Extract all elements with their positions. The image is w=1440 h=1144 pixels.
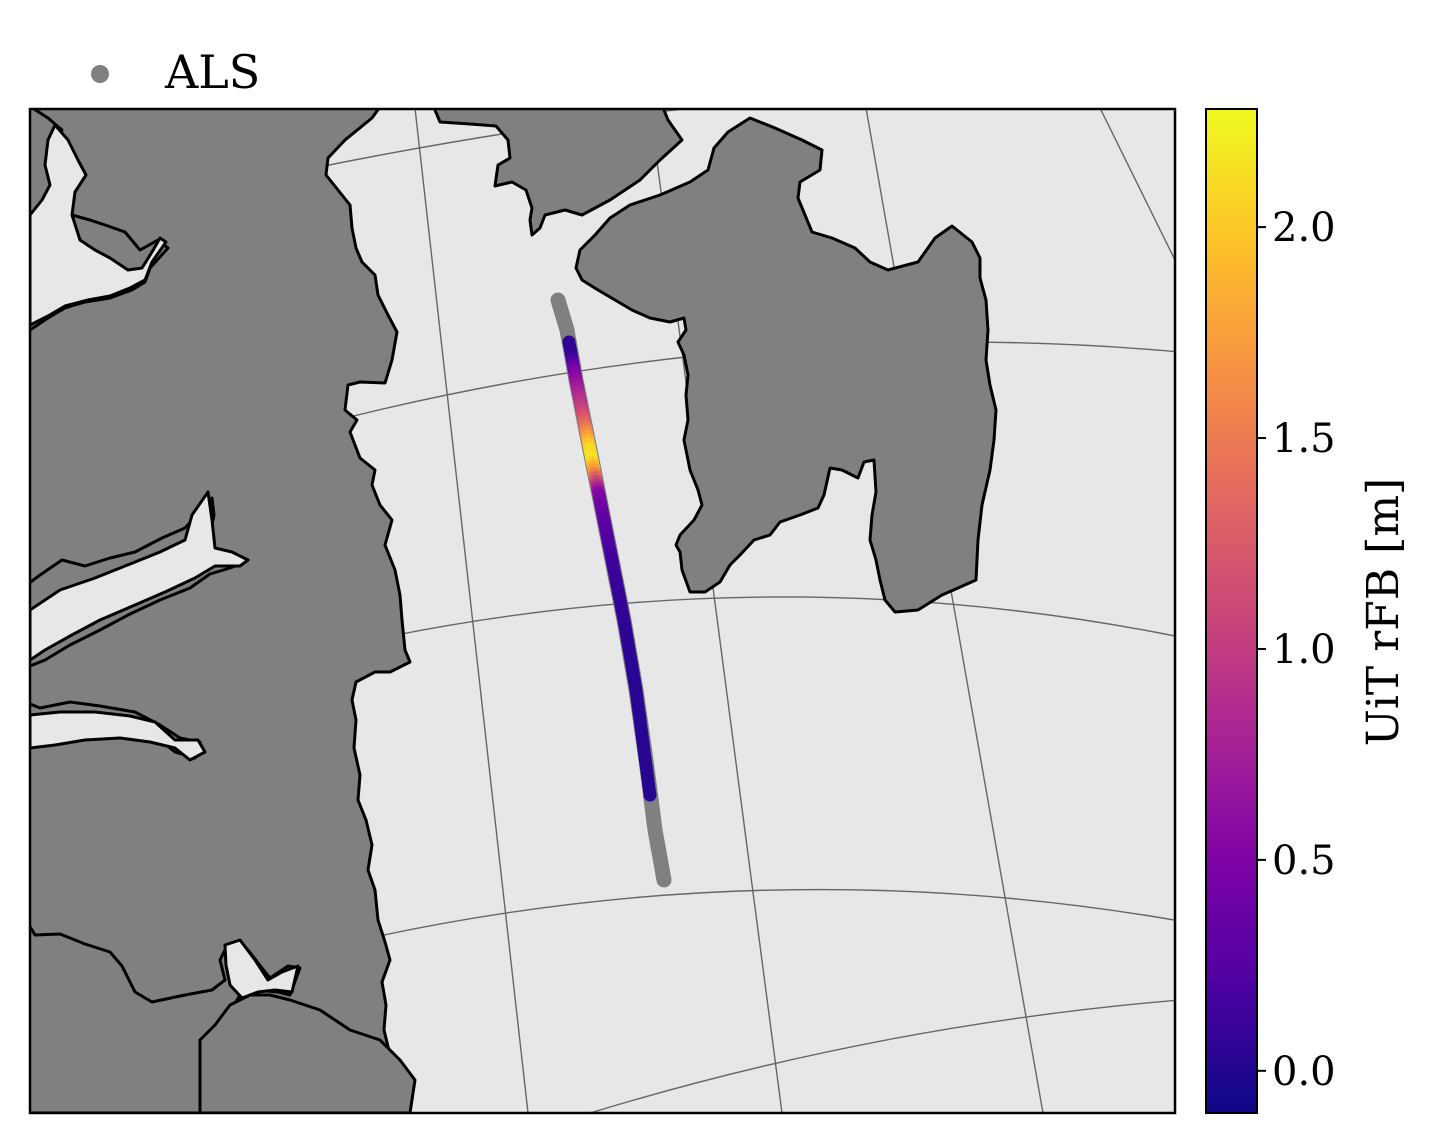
map-panel (28, 107, 1177, 1115)
rfb-points (562, 335, 657, 802)
colorbar-tick-label: 1.0 (1272, 627, 1336, 673)
colorbar-label: UiT rFB [m] (1358, 478, 1409, 746)
colorbar-gradient (1205, 108, 1258, 1114)
colorbar-ticks: 0.0 0.5 1.0 1.5 2.0 (1257, 205, 1336, 1095)
fjords (30, 123, 300, 1000)
gridline-lon (414, 109, 529, 1113)
colorbar-tick-label: 1.5 (1272, 416, 1336, 462)
fjord-north (30, 123, 168, 327)
fjord-low (30, 710, 207, 762)
legend-label-als: ALS (164, 45, 260, 99)
colorbar-tick-label: 2.0 (1272, 205, 1336, 251)
colorbar: 0.0 0.5 1.0 1.5 2.0 UiT rFB [m] (1205, 108, 1409, 1114)
colorbar-tick-label: 0.0 (1272, 1049, 1336, 1095)
land-southwest (198, 993, 417, 1113)
colorbar-tick-label: 0.5 (1272, 838, 1336, 884)
map-frame (28, 107, 1177, 1115)
gridline-lon (1099, 109, 1175, 261)
fjord-mid (30, 490, 250, 662)
legend: ALS (91, 45, 260, 99)
land-east-island (574, 116, 998, 614)
land-northeast-cape (433, 109, 684, 237)
fjord-south (223, 938, 300, 1000)
rfb-point (643, 788, 657, 802)
land-west (30, 109, 412, 1113)
gridline-lat (587, 999, 1175, 1113)
legend-marker-als (91, 65, 109, 83)
